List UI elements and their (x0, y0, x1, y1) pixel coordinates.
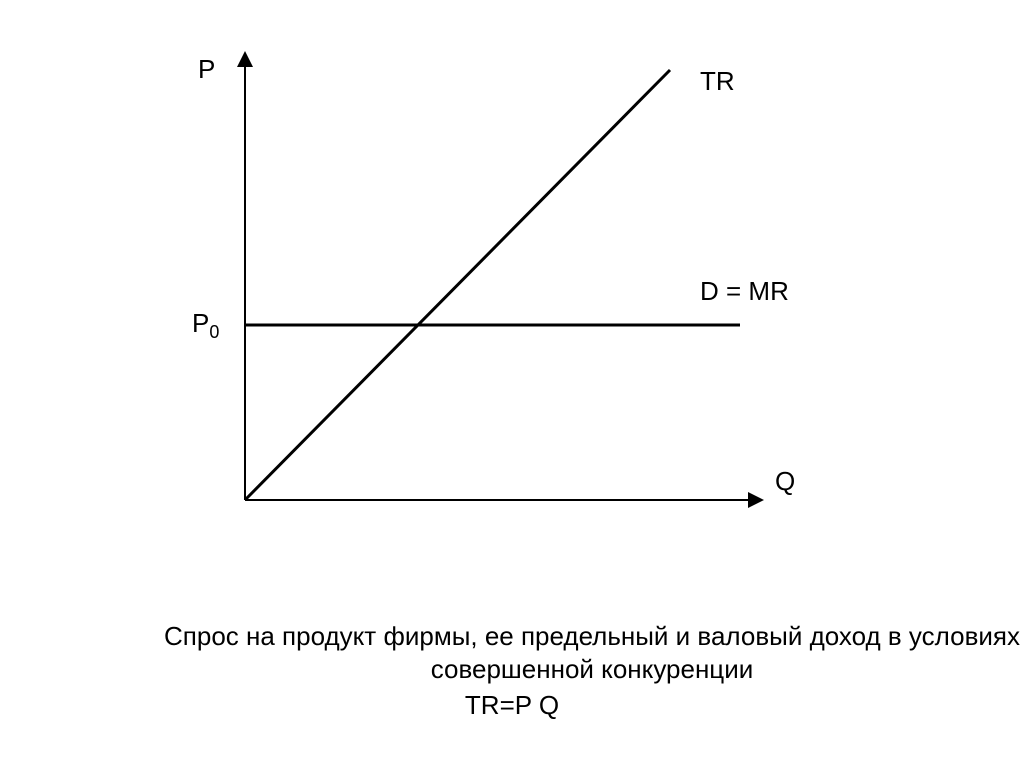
caption-line-2: TR=P Q (0, 690, 1024, 721)
d-mr-label: D = MR (700, 276, 789, 306)
p0-label: P0 (192, 308, 219, 342)
x-axis-label: Q (775, 466, 795, 496)
economics-chart: P Q P0 TR D = MR (0, 0, 1024, 600)
diagram-container: P Q P0 TR D = MR Спрос на продукт фирмы,… (0, 0, 1024, 768)
caption-line-1: Спрос на продукт фирмы, ее предельный и … (0, 620, 1024, 685)
tr-line (245, 70, 670, 500)
y-axis-label: P (198, 54, 215, 84)
tr-label: TR (700, 66, 735, 96)
